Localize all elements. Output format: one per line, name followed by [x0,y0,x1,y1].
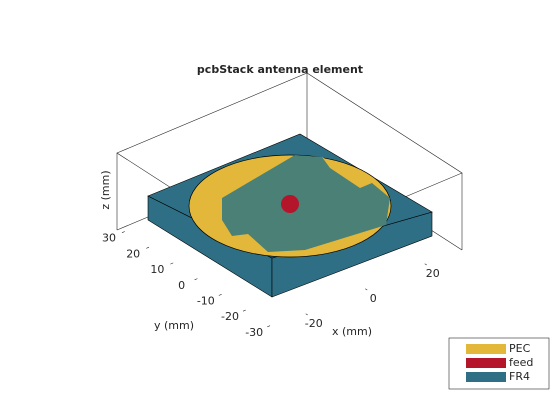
pec-notch [322,157,372,188]
legend-swatch [466,344,506,354]
y-tick [218,294,222,296]
legend-swatch [466,358,506,368]
y-tick [194,278,198,281]
x-tick-label: -20 [305,317,323,330]
y-tick [121,231,125,233]
feed [281,195,299,213]
x-tick [424,263,427,266]
y-tick-label: -20 [221,310,239,323]
y-tick-label: 10 [150,263,164,276]
x-axis-label: x (mm) [332,325,372,338]
pcb-geometry [147,133,433,298]
legend-label: feed [509,356,533,369]
y-tick [146,246,150,249]
x-tick [305,313,308,316]
y-tick [242,309,246,312]
y-tick [170,262,174,265]
y-tick [267,325,271,328]
y-tick-label: 30 [102,232,116,245]
y-tick-label: -10 [197,295,215,308]
y-tick-label: -30 [245,326,263,339]
z-axis-label: z (mm) [99,170,112,209]
y-tick-label: 0 [178,279,185,292]
x-tick-label: 0 [370,292,377,305]
legend-swatch [466,372,506,382]
x-tick-label: 20 [426,267,440,280]
x-tick [365,288,368,291]
chart-title: pcbStack antenna element [197,63,363,76]
legend-label: PEC [509,342,531,355]
legend-label: FR4 [509,370,530,383]
y-axis-label: y (mm) [154,319,194,332]
y-tick-label: 20 [126,247,140,260]
